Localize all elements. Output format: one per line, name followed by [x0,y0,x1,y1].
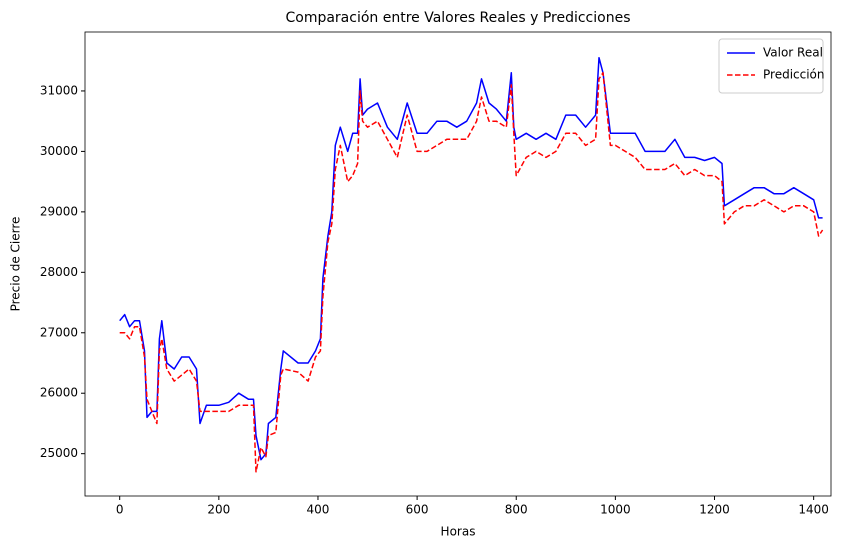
y-tick-label: 30000 [40,144,78,158]
x-tick-label: 1400 [798,503,829,517]
x-tick-label: 200 [207,503,230,517]
legend-label: Predicción [763,68,825,82]
series-line [119,56,823,461]
y-tick-label: 25000 [40,446,78,460]
x-axis-label: Horas [441,525,476,539]
legend: Valor Real Predicción [718,38,825,94]
y-tick-label: 29000 [40,204,78,218]
x-tick-label: 0 [116,503,124,517]
x-tick-label: 600 [406,503,429,517]
x-tick-label: 800 [505,503,528,517]
y-tick-label: 27000 [40,325,78,339]
x-tick-label: 1200 [699,503,730,517]
x-tick-label: 1000 [600,503,631,517]
series-line [119,72,824,473]
y-tick-label: 31000 [40,83,78,97]
legend-label: Valor Real [763,46,823,60]
x-tick-label: 400 [307,503,330,517]
y-tick-label: 28000 [40,265,78,279]
chart-title: Comparación entre Valores Reales y Predi… [285,10,630,26]
plot-frame [84,31,832,497]
y-axis-label: Precio de Cierre [9,217,23,312]
y-tick-label: 26000 [40,386,78,400]
